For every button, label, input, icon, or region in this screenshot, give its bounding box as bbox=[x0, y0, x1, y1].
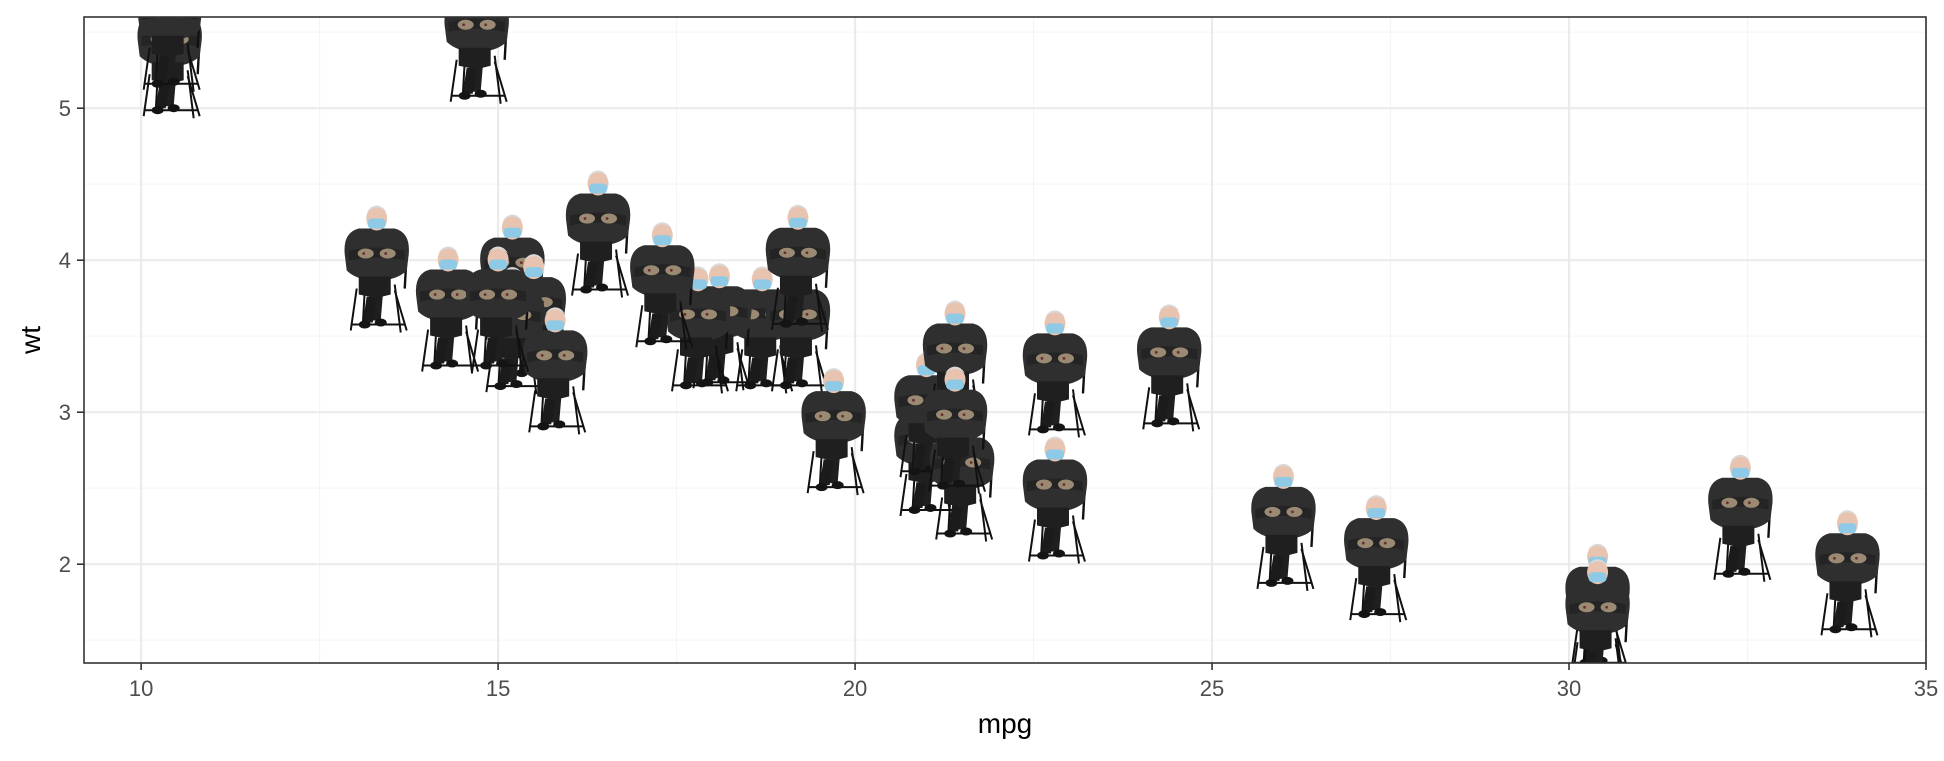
data-point bbox=[465, 246, 531, 374]
y-axis-title: wt bbox=[15, 326, 46, 355]
data-point bbox=[1136, 304, 1202, 432]
data-point bbox=[522, 307, 588, 435]
data-point bbox=[801, 368, 866, 496]
y-axis: 2 3 4 5 bbox=[59, 96, 84, 577]
data-point bbox=[922, 366, 988, 494]
data-point bbox=[565, 170, 631, 298]
x-axis: 10 15 20 25 30 35 bbox=[129, 663, 1938, 701]
data-point bbox=[1565, 559, 1630, 663]
data-point bbox=[1344, 495, 1409, 623]
data-point bbox=[1708, 454, 1773, 582]
y-tick-label: 5 bbox=[59, 96, 71, 121]
x-tick-label: 25 bbox=[1200, 676, 1224, 701]
y-tick-label: 2 bbox=[59, 552, 71, 577]
data-point bbox=[765, 204, 831, 332]
y-tick-label: 4 bbox=[59, 248, 71, 273]
data-point bbox=[1815, 510, 1880, 638]
data-point bbox=[444, 17, 509, 104]
x-tick-label: 20 bbox=[843, 676, 867, 701]
x-tick-label: 15 bbox=[486, 676, 510, 701]
x-axis-title: mpg bbox=[978, 708, 1032, 739]
x-tick-label: 30 bbox=[1557, 676, 1581, 701]
x-tick-label: 10 bbox=[129, 676, 153, 701]
data-point bbox=[1251, 463, 1316, 592]
panel-border bbox=[83, 16, 1927, 664]
data-points bbox=[137, 17, 1880, 663]
data-point bbox=[630, 222, 695, 350]
data-point bbox=[344, 205, 409, 333]
data-point bbox=[1022, 436, 1088, 564]
y-tick-label: 3 bbox=[59, 400, 71, 425]
data-point bbox=[1022, 310, 1088, 438]
x-tick-label: 35 bbox=[1914, 676, 1938, 701]
